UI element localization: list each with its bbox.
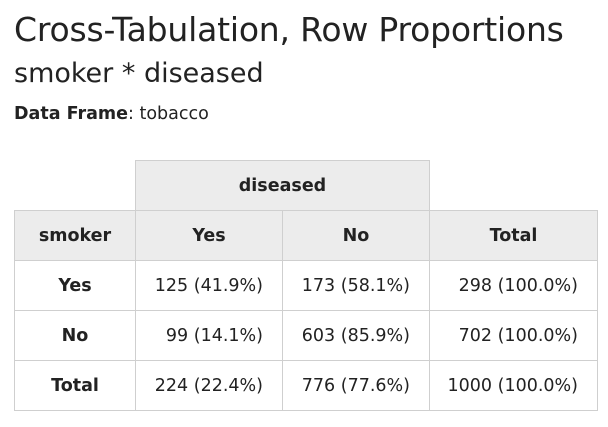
table-cell: 99 (14.1%) (135, 310, 283, 361)
table-row: No 99 (14.1%) 603 (85.9%) 702 (100.0%) (14, 310, 598, 361)
empty-corner-cell (15, 161, 136, 211)
data-frame-label: Data Frame (14, 104, 128, 124)
column-group-header: diseased (135, 160, 430, 211)
row-label-no: No (14, 310, 136, 361)
table-cell: 125 (41.9%) (135, 260, 283, 311)
row-label-total: Total (14, 360, 136, 411)
table-cell: 298 (100.0%) (429, 260, 598, 311)
table-cell: 1000 (100.0%) (429, 360, 598, 411)
table-cell: 776 (77.6%) (282, 360, 430, 411)
data-frame-separator: : (127, 104, 134, 124)
data-frame-value: tobacco (139, 104, 209, 124)
report: Cross-Tabulation, Row Proportions smoker… (0, 0, 608, 126)
column-header-no: No (282, 210, 430, 261)
page-subtitle: smoker * diseased (14, 58, 264, 89)
column-header-yes: Yes (135, 210, 283, 261)
row-label-yes: Yes (14, 260, 136, 311)
table-cell: 173 (58.1%) (282, 260, 430, 311)
column-header-row: smoker Yes No Total (14, 210, 598, 261)
page-title: Cross-Tabulation, Row Proportions (14, 10, 564, 49)
table-cell: 224 (22.4%) (135, 360, 283, 411)
empty-header-cell (430, 161, 598, 211)
row-variable-header: smoker (14, 210, 136, 261)
data-frame-line: Data Frame: tobacco (14, 102, 608, 126)
table-cell: 702 (100.0%) (429, 310, 598, 361)
column-group-row: diseased (15, 160, 598, 211)
column-header-total: Total (429, 210, 598, 261)
crosstab-table: diseased smoker Yes No Total Yes 125 (41… (14, 160, 598, 411)
table-cell: 603 (85.9%) (282, 310, 430, 361)
table-row: Total 224 (22.4%) 776 (77.6%) 1000 (100.… (14, 360, 598, 411)
table-row: Yes 125 (41.9%) 173 (58.1%) 298 (100.0%) (14, 260, 598, 311)
